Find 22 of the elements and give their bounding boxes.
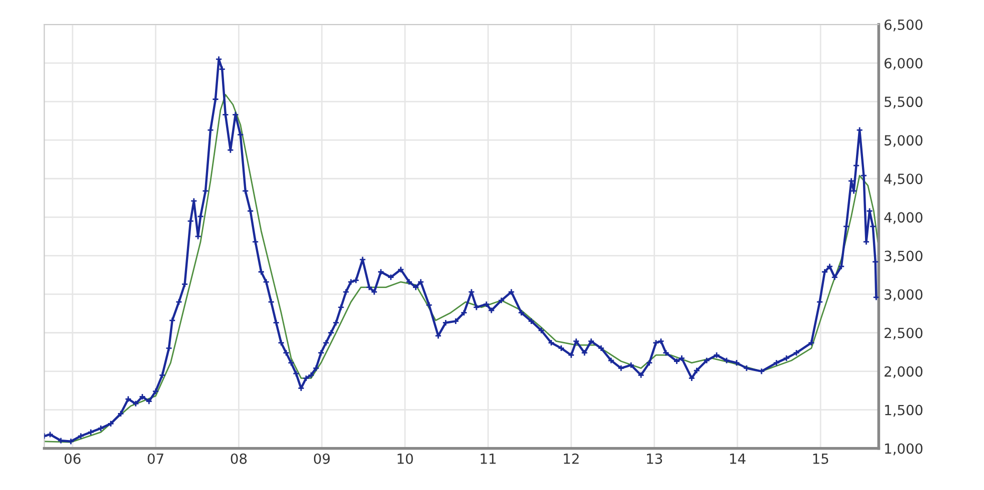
y-tick-label: 1,500	[885, 404, 922, 417]
x-tick-label: 10	[398, 453, 413, 464]
y-tick-label: 6,500	[884, 19, 922, 32]
x-tick-label: 15	[813, 454, 828, 464]
x-tick-label: 08	[230, 453, 247, 464]
y-tick-label: 3,000	[884, 289, 922, 302]
x-tick-label: 13	[647, 453, 662, 464]
y-tick-label: 6,000	[884, 58, 922, 70]
y-tick-label: 2,000	[884, 366, 922, 378]
y-tick-label: 1,000	[885, 443, 922, 456]
y-tick-label: 4,500	[884, 174, 922, 186]
x-tick-label: 11	[480, 454, 496, 464]
y-tick-label: 4,000	[884, 212, 922, 224]
x-tick-label: 14	[730, 454, 746, 464]
y-tick-label: 2,500	[884, 328, 922, 340]
y-tick-label: 5,500	[884, 96, 922, 108]
x-tick-label: 12	[564, 453, 579, 464]
x-tick-label: 09	[314, 453, 330, 464]
y-tick-label: 3,500	[884, 250, 922, 263]
x-tick-label: 07	[148, 453, 164, 464]
x-tick-label: 06	[64, 453, 80, 464]
y-tick-label: 5,000	[884, 135, 922, 147]
